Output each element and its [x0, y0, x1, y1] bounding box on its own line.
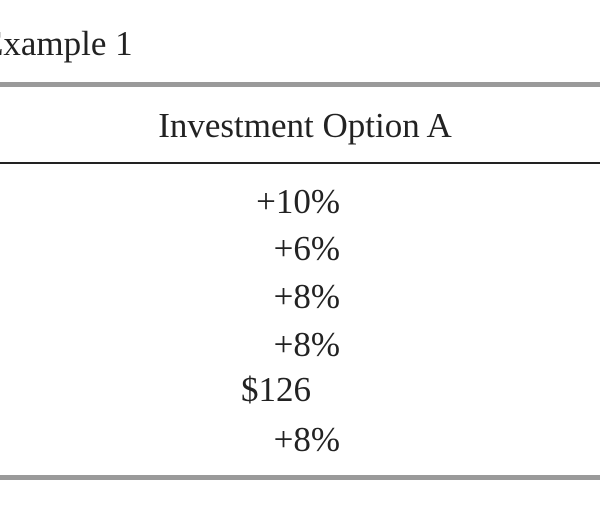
table-cell: +8% — [273, 325, 340, 364]
table-cell: +8% — [273, 277, 340, 316]
caption: Example 1 — [0, 24, 133, 63]
header-rule — [0, 162, 600, 164]
column-header: Investment Option A — [158, 106, 452, 145]
table-cell: +10% — [256, 182, 340, 221]
table-cell: +8% — [273, 420, 340, 459]
top-rule — [0, 82, 600, 87]
table-cell: +6% — [273, 229, 340, 268]
bottom-rule — [0, 475, 600, 480]
table-cell: $126 — [241, 370, 311, 409]
